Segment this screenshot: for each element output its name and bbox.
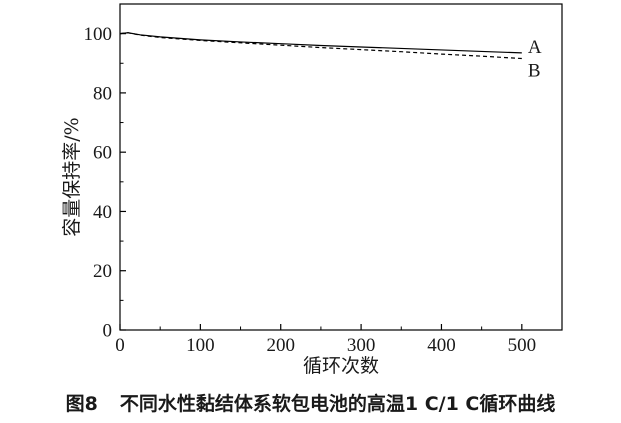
y-tick-label: 100 xyxy=(84,24,113,45)
y-axis: 0 20 40 60 80 100 xyxy=(84,24,126,342)
x-axis: 0 100 200 300 400 500 xyxy=(115,324,536,356)
x-axis-title: 循环次数 xyxy=(303,355,379,377)
y-tick-label: 0 xyxy=(103,321,113,342)
x-tick-label: 0 xyxy=(115,335,125,356)
x-tick-label: 200 xyxy=(266,335,295,356)
figure-caption-text: 不同水性黏结体系软包电池的高温1 C/1 C循环曲线 xyxy=(119,392,556,415)
y-tick-label: 40 xyxy=(93,202,112,223)
x-tick-label: 300 xyxy=(347,335,376,356)
chart: 0 100 200 300 400 500 0 20 40 60 80 100 AB 循环次数 容量… xyxy=(61,3,563,377)
series-label-b: B xyxy=(528,61,541,82)
series-line-b xyxy=(119,32,522,60)
x-tick-label: 400 xyxy=(427,335,456,356)
plot-border xyxy=(119,3,563,331)
y-tick-label: 20 xyxy=(93,261,112,282)
x-tick-label: 100 xyxy=(186,335,215,356)
series-label-a: A xyxy=(528,37,542,58)
y-tick-label: 60 xyxy=(93,143,112,164)
series-layer: AB xyxy=(119,32,542,82)
figure-caption: 图8 不同水性黏结体系软包电池的高温1 C/1 C循环曲线 xyxy=(0,385,621,419)
x-tick-label: 500 xyxy=(508,335,537,356)
y-axis-title: 容量保持率/% xyxy=(61,117,83,236)
figure-number: 图8 xyxy=(65,392,98,415)
series-line-a xyxy=(119,32,522,54)
plot-frame xyxy=(119,3,563,331)
y-tick-label: 80 xyxy=(93,83,112,104)
